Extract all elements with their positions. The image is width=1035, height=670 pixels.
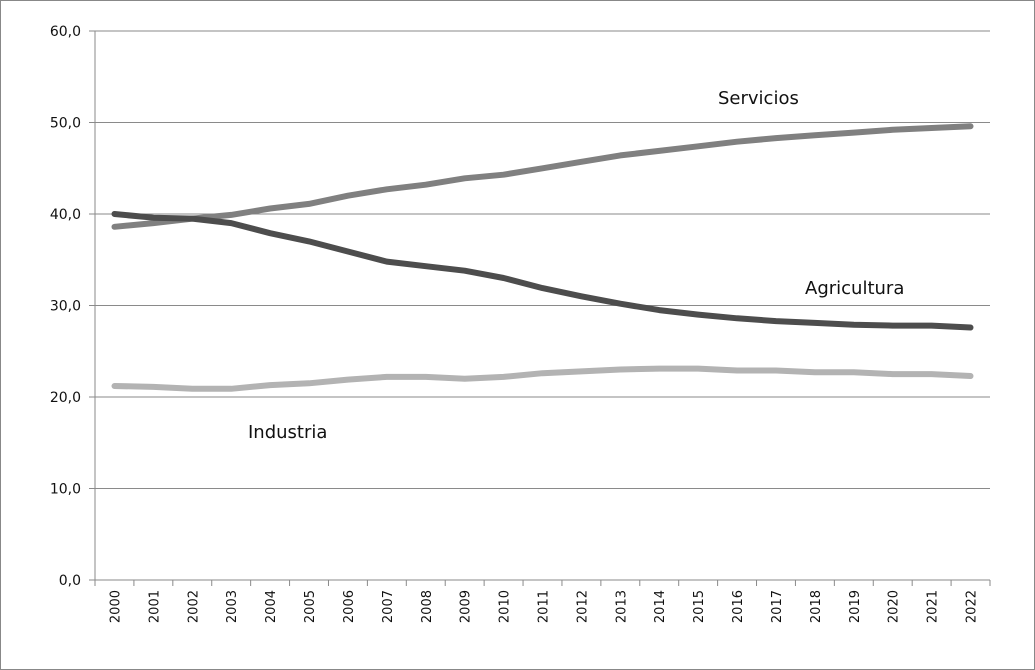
series-line: [111, 123, 974, 230]
x-tick-label: 2010: [498, 590, 513, 623]
y-tick-label: 20,0: [50, 390, 81, 406]
x-tick-label: 2022: [965, 590, 980, 623]
x-tick-label: 2020: [887, 590, 902, 623]
y-tick-label: 10,0: [50, 482, 81, 498]
x-tick-label: 2009: [459, 590, 474, 623]
y-tick-label: 30,0: [50, 299, 81, 315]
series-label: Servicios: [718, 88, 799, 109]
x-tick-label: 2013: [614, 590, 629, 623]
x-tick-label: 2005: [303, 590, 318, 623]
x-tick-label: 2012: [575, 590, 590, 623]
series-label: Industria: [248, 422, 327, 443]
x-tick-label: 2015: [692, 590, 707, 623]
series-line: [111, 211, 974, 331]
x-tick-label: 2018: [809, 590, 824, 623]
x-tick-label: 2021: [926, 590, 941, 623]
x-tick-label: 2017: [770, 590, 785, 623]
x-tick-label: 2006: [342, 590, 357, 623]
y-tick-label: 40,0: [50, 207, 81, 223]
x-tick-label: 2019: [848, 590, 863, 623]
x-tick-label: 2004: [264, 590, 279, 623]
x-tick-label: 2007: [381, 590, 396, 623]
series-line: [111, 365, 974, 392]
x-tick-label: 2001: [147, 590, 162, 623]
x-tick-label: 2003: [225, 590, 240, 623]
x-tick-label: 2000: [108, 590, 123, 623]
x-tick-label: 2016: [731, 590, 746, 623]
y-tick-label: 50,0: [50, 116, 81, 132]
series-label: Agricultura: [805, 278, 904, 299]
x-tick-label: 2008: [420, 590, 435, 623]
y-tick-label: 0,0: [59, 573, 81, 589]
x-tick-label: 2014: [653, 590, 668, 623]
x-tick-label: 2011: [537, 590, 552, 623]
y-tick-label: 60,0: [50, 24, 81, 40]
x-tick-label: 2002: [186, 590, 201, 623]
